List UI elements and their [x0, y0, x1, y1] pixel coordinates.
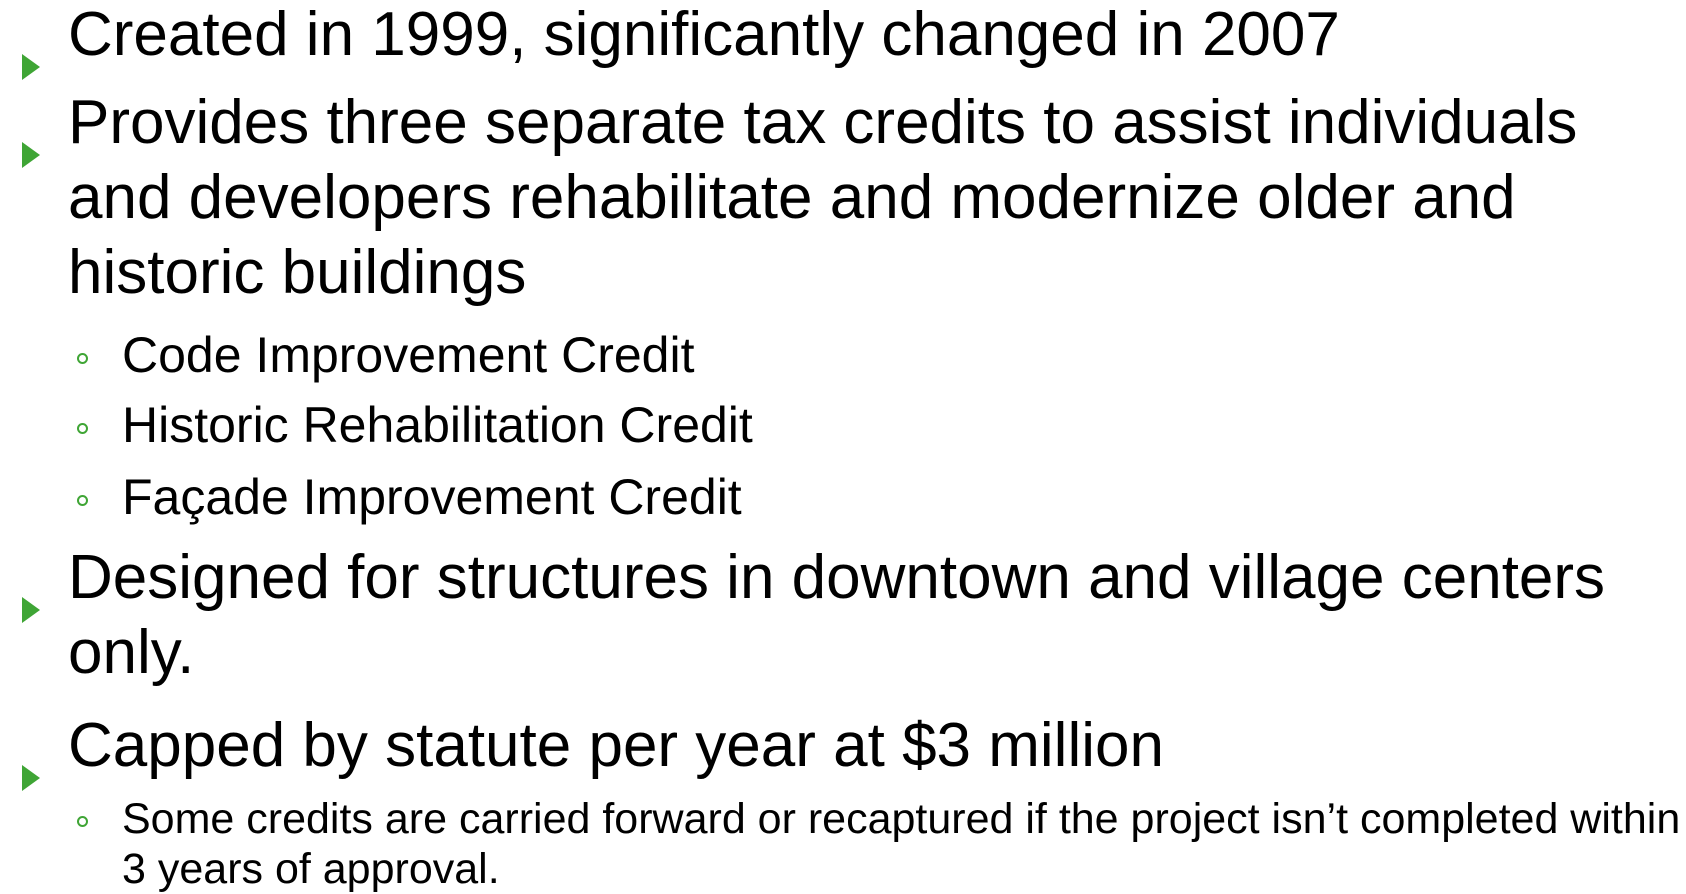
triangle [22, 54, 40, 80]
sub-bullet: Historic Rehabilitation Credit [77, 390, 1682, 461]
bullet-marker [77, 353, 88, 364]
bullet: Capped by statute per year at $3 million [22, 708, 1680, 791]
bullet: Designed for structures in downtown and … [22, 540, 1680, 690]
bullet-marker [22, 110, 40, 168]
bullet-marker [77, 423, 88, 434]
triangle [22, 597, 40, 623]
bullet-text: Capped by statute per year at $3 million [68, 711, 1164, 780]
bullet-text: Façade Improvement Credit [122, 469, 742, 525]
triangle [22, 142, 40, 168]
sub-bullet: Some credits are carried forward or reca… [77, 794, 1682, 894]
bullet-marker [22, 565, 40, 623]
bullet-text: Provides three separate tax credits to a… [68, 88, 1578, 307]
bullet-text: Code Improvement Credit [122, 327, 695, 383]
sub-bullet: Façade Improvement Credit [77, 462, 1682, 533]
bullet-text: Created in 1999, significantly changed i… [68, 0, 1340, 69]
bullet-text: Designed for structures in downtown and … [68, 543, 1606, 687]
bullet-marker [22, 22, 40, 80]
bullet-marker [22, 733, 40, 791]
sub-bullet: Code Improvement Credit [77, 320, 1682, 391]
bullet: Provides three separate tax credits to a… [22, 85, 1680, 310]
bullet: Created in 1999, significantly changed i… [22, 0, 1680, 80]
bullet-marker [77, 816, 88, 827]
bullet-text: Historic Rehabilitation Credit [122, 397, 753, 453]
triangle [22, 765, 40, 791]
bullet-text: Some credits are carried forward or reca… [122, 795, 1681, 893]
bullet-marker [77, 495, 88, 506]
